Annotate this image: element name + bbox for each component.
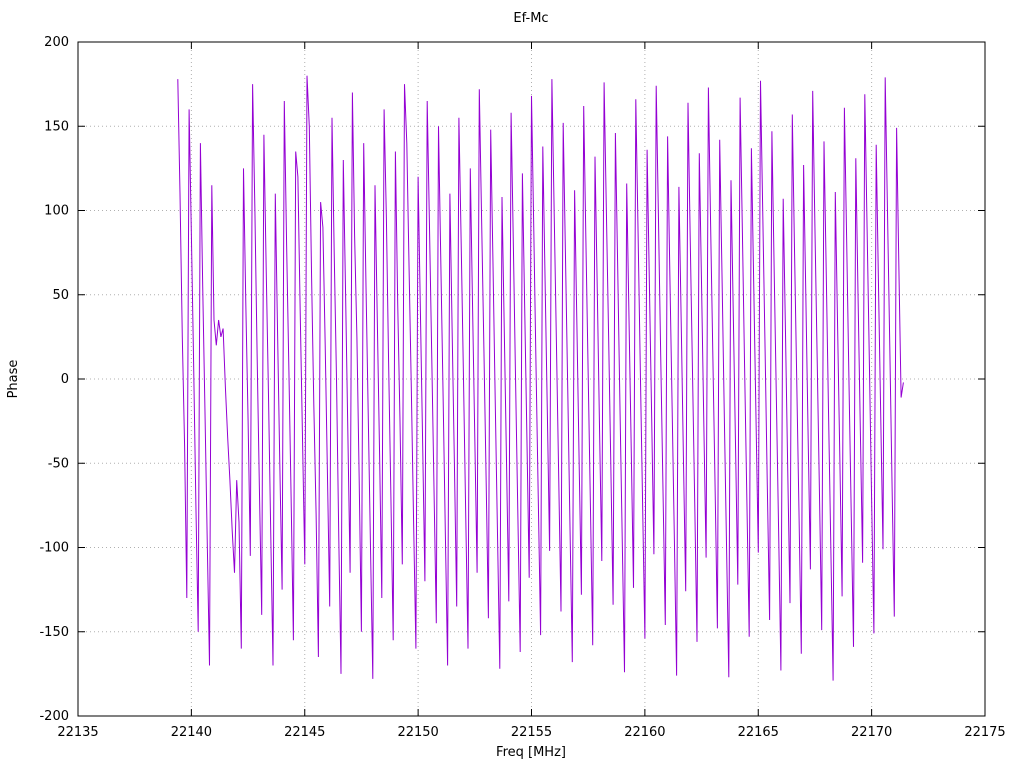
x-tick-label: 22160 <box>624 725 665 740</box>
y-tick-label: 0 <box>61 372 69 387</box>
chart-title: Ef-Mc <box>513 11 548 26</box>
x-tick-label: 22135 <box>57 725 98 740</box>
y-tick-label: 100 <box>44 204 69 219</box>
x-tick-label: 22150 <box>397 725 438 740</box>
phase-series-line <box>177 75 904 681</box>
y-tick-label: -150 <box>39 625 69 640</box>
y-tick-label: -100 <box>39 541 69 556</box>
y-tick-label: 150 <box>44 119 69 134</box>
x-tick-label: 22155 <box>511 725 552 740</box>
x-tick-label: 22175 <box>964 725 1005 740</box>
tick-labels: 22135 22140 22145 22150 22155 22160 22165 22170… <box>39 35 1005 740</box>
y-tick-label: -50 <box>48 456 69 471</box>
x-tick-label: 22140 <box>171 725 212 740</box>
x-tick-label: 22145 <box>284 725 325 740</box>
y-tick-label: 200 <box>44 35 69 50</box>
plot-border <box>77 41 986 717</box>
y-tick-label: 50 <box>52 288 69 303</box>
x-tick-label: 22165 <box>738 725 779 740</box>
y-tick-label: -200 <box>39 709 69 724</box>
x-tick-label: 22170 <box>851 725 892 740</box>
y-axis-label: Phase <box>6 360 21 399</box>
x-axis-label: Freq [MHz] <box>496 745 566 760</box>
